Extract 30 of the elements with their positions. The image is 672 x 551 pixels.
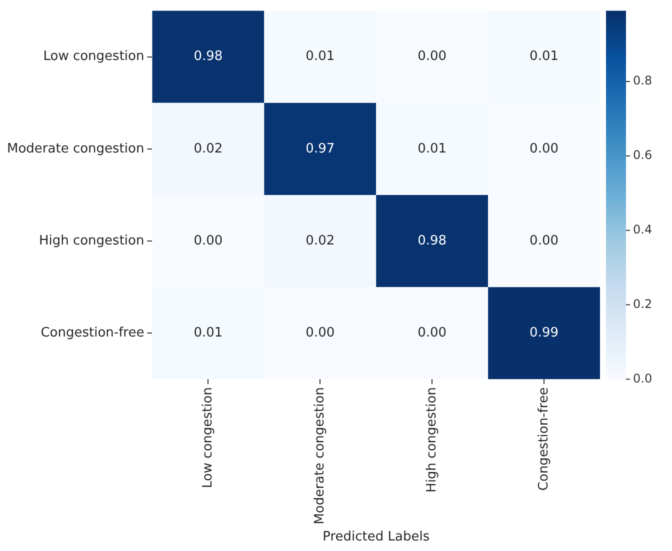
data-label: 0.02 <box>306 233 335 248</box>
x-tick-label: Congestion-free <box>536 387 552 491</box>
x-axis-title: Predicted Labels <box>322 530 430 545</box>
data-label: 0.97 <box>306 141 335 156</box>
data-label: 0.00 <box>530 141 559 156</box>
data-label: 0.00 <box>530 233 559 248</box>
color-bar-label: 0.0 <box>633 371 652 386</box>
data-label: 0.99 <box>530 326 559 341</box>
data-label: 0.02 <box>194 141 223 156</box>
y-tick-label: Congestion-free <box>40 326 144 341</box>
x-tick-label: Low congestion <box>200 387 216 488</box>
y-tick-label: High congestion <box>38 233 144 248</box>
color-bar-label: 0.6 <box>633 148 652 162</box>
data-label: 0.98 <box>418 233 447 248</box>
data-label: 0.00 <box>418 326 447 341</box>
color-bar-label: 0.8 <box>633 74 652 88</box>
data-label: 0.00 <box>418 49 447 64</box>
color-bar-label: 0.2 <box>633 296 652 311</box>
data-label: 0.01 <box>418 141 447 156</box>
x-tick-label: High congestion <box>424 387 440 492</box>
data-label: 0.01 <box>530 49 559 64</box>
x-tick-label: Moderate congestion <box>312 387 328 524</box>
data-label: 0.98 <box>194 49 223 64</box>
data-label: 0.01 <box>306 49 335 64</box>
y-tick-label: Moderate congestion <box>6 141 144 156</box>
data-label: 0.00 <box>306 326 335 341</box>
data-label: 0.01 <box>194 326 223 341</box>
color-bar-label: 0.4 <box>633 222 652 236</box>
y-tick-label: Low congestion <box>43 49 144 64</box>
data-label: 0.00 <box>194 233 223 248</box>
